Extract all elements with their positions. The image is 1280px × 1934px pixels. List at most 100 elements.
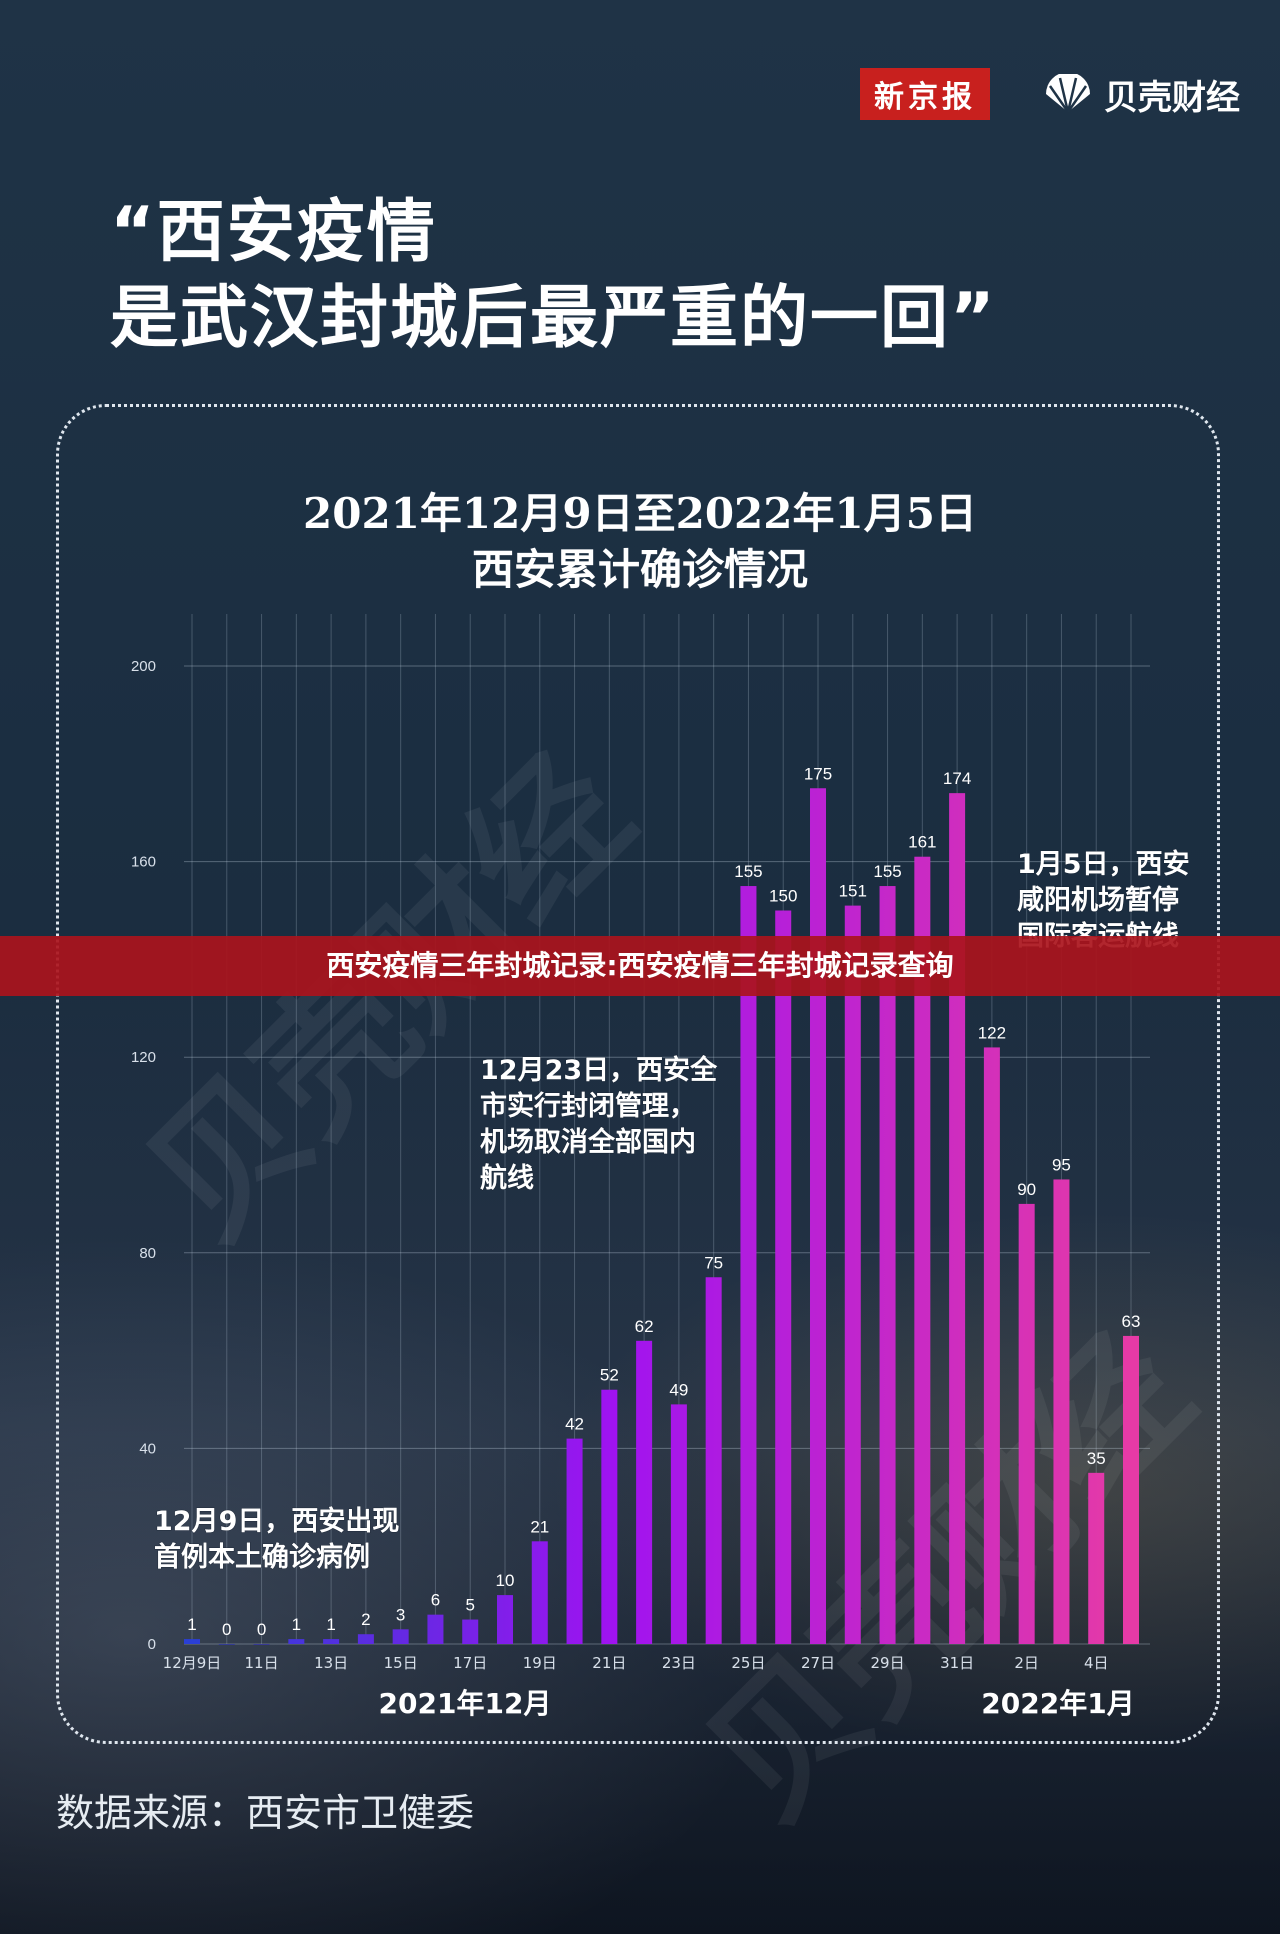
bar <box>879 886 896 1644</box>
title-banner: 西安疫情三年封城记录:西安疫情三年封城记录查询 <box>0 936 1280 996</box>
value-label: 161 <box>908 833 936 852</box>
x-tick-label: 27日 <box>801 1654 835 1672</box>
value-label: 95 <box>1052 1155 1071 1174</box>
x-tick-label: 12月9日 <box>163 1654 222 1672</box>
x-tick-label: 13日 <box>314 1654 348 1672</box>
value-label: 122 <box>978 1023 1006 1042</box>
value-label: 151 <box>839 882 867 901</box>
value-label: 1 <box>326 1615 335 1634</box>
beike-logo: 贝壳财经 <box>1040 70 1240 119</box>
value-label: 175 <box>804 764 832 783</box>
logo-bar: 新京报 贝壳财经 <box>860 68 1240 120</box>
annotation-2-line: 航线 <box>480 1162 534 1194</box>
chart-title-block: 2021年12月9日至2022年1月5日 西安累计确诊情况 <box>0 486 1280 598</box>
annotation-2-line: 机场取消全部国内 <box>480 1126 696 1158</box>
bar <box>531 1541 548 1644</box>
bar <box>323 1639 340 1644</box>
bar <box>462 1619 479 1644</box>
shell-icon <box>1046 74 1090 113</box>
x-tick-label: 31日 <box>940 1654 974 1672</box>
x-axis: 12月9日 11日 13日 15日 17日 19日 21日 23日 25日 27日 29日 31日 2日… <box>163 1654 1109 1672</box>
annotation-1-line: 首例本土确诊病例 <box>154 1541 370 1573</box>
bar <box>636 1340 653 1644</box>
x-tick-label: 2日 <box>1014 1654 1039 1672</box>
bar <box>218 1644 235 1645</box>
value-label: 174 <box>943 769 971 788</box>
chart-title: 2021年12月9日至2022年1月5日 <box>303 489 977 538</box>
annotation-2-line: 12月23日，西安全 <box>480 1054 718 1086</box>
x-tick-label: 15日 <box>384 1654 418 1672</box>
value-label: 63 <box>1122 1312 1141 1331</box>
value-label: 49 <box>669 1380 688 1399</box>
value-label: 42 <box>565 1415 584 1434</box>
bar <box>601 1389 618 1644</box>
value-label: 1 <box>187 1615 196 1634</box>
bar <box>1088 1472 1105 1644</box>
bar <box>357 1634 374 1644</box>
bar <box>184 1639 200 1644</box>
value-label: 155 <box>734 862 762 881</box>
headline: “西安疫情 是武汉封城后最严重的一回” <box>110 190 997 362</box>
value-label: 35 <box>1087 1449 1106 1468</box>
annotation-3-line: 1月5日，西安 <box>1017 849 1190 880</box>
annotation-3-line: 咸阳机场暂停 <box>1017 884 1179 916</box>
y-tick-label: 120 <box>131 1049 156 1066</box>
x-tick-label: 21日 <box>592 1654 626 1672</box>
value-label: 75 <box>704 1253 723 1272</box>
y-tick-label: 40 <box>139 1440 156 1457</box>
value-label: 90 <box>1017 1180 1036 1199</box>
value-label: 62 <box>635 1317 654 1336</box>
y-tick-label: 0 <box>148 1636 156 1653</box>
bar <box>670 1404 687 1644</box>
x-group-label-1: 2021年12月 <box>379 1687 552 1720</box>
y-axis: 0 40 80 120 160 200 <box>131 658 156 1653</box>
value-label: 3 <box>396 1605 405 1624</box>
x-tick-label: 29日 <box>871 1654 905 1672</box>
bar <box>427 1614 444 1644</box>
bar <box>740 886 757 1644</box>
bar <box>775 910 792 1644</box>
bar <box>844 905 861 1644</box>
value-label: 5 <box>465 1596 474 1615</box>
bar <box>497 1595 513 1644</box>
annotation-2-line: 市实行封闭管理， <box>480 1090 696 1122</box>
bar <box>983 1047 1000 1644</box>
y-tick-label: 80 <box>139 1245 156 1262</box>
bar <box>1018 1203 1035 1644</box>
chart-frame <box>56 404 1220 1744</box>
value-label: 150 <box>769 887 797 906</box>
bar <box>1053 1179 1070 1644</box>
bar <box>1123 1335 1139 1644</box>
headline-line2: 是武汉封城后最严重的一回” <box>110 279 997 358</box>
bar <box>949 793 966 1644</box>
bar <box>253 1644 270 1645</box>
y-tick-label: 200 <box>131 658 156 675</box>
value-label: 52 <box>600 1366 619 1385</box>
annotation-1-line: 12月9日，西安出现 <box>154 1506 399 1537</box>
xinjingbao-logo: 新京报 <box>860 68 990 120</box>
chart-subtitle: 西安累计确诊情况 <box>471 545 808 594</box>
bar <box>288 1639 305 1644</box>
value-label: 0 <box>222 1620 231 1639</box>
bars <box>184 788 1139 1645</box>
bar <box>392 1629 409 1644</box>
value-label: 155 <box>873 862 901 881</box>
value-label: 2 <box>361 1610 370 1629</box>
bar <box>914 856 931 1644</box>
x-group-label-2: 2022年1月 <box>981 1687 1134 1720</box>
headline-line1: “西安疫情 <box>110 193 437 272</box>
x-tick-label: 23日 <box>662 1654 696 1672</box>
value-label: 1 <box>292 1615 301 1634</box>
value-label: 6 <box>431 1591 440 1610</box>
bar <box>810 788 826 1644</box>
value-label: 10 <box>496 1571 515 1590</box>
value-labels: 1 0 0 1 1 2 36 51021425262497515515017515115516… <box>187 764 1140 1639</box>
bar <box>705 1277 722 1644</box>
x-tick-label: 4日 <box>1084 1654 1109 1672</box>
x-tick-label: 19日 <box>523 1654 557 1672</box>
value-label: 21 <box>530 1517 549 1536</box>
data-source: 数据来源：西安市卫健委 <box>56 1791 475 1835</box>
x-group-labels: 2021年12月 2022年1月 <box>379 1687 1135 1720</box>
